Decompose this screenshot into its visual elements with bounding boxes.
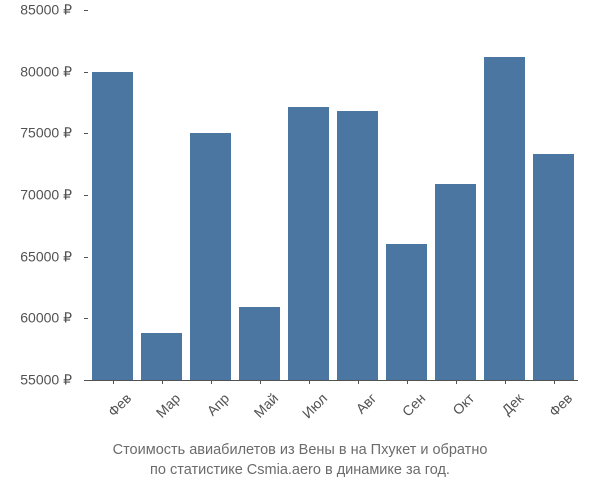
x-axis-label: Фев — [87, 390, 134, 437]
chart-container: 55000 ₽ 60000 ₽ 65000 ₽ 70000 ₽ 75000 ₽ 80000… — [0, 0, 600, 500]
bar — [337, 111, 377, 380]
x-axis-tick — [211, 380, 212, 384]
x-axis-tick — [554, 380, 555, 384]
y-axis-tick — [84, 10, 88, 11]
caption-line1: Стоимость авиабилетов из Вены в на Пхуке… — [113, 442, 488, 458]
x-axis-label: Авг — [332, 390, 379, 437]
y-axis-label: 65000 ₽ — [20, 248, 72, 265]
x-axis-label: Мар — [136, 390, 183, 437]
y-axis-label: 75000 ₽ — [20, 125, 72, 142]
x-axis-tick — [162, 380, 163, 384]
y-axis-tick — [84, 318, 88, 319]
x-axis-tick — [456, 380, 457, 384]
x-axis-label: Июл — [283, 390, 330, 437]
bar — [239, 307, 279, 380]
x-axis-label: Дек — [479, 390, 526, 437]
y-axis-tick — [84, 72, 88, 73]
x-axis-tick — [407, 380, 408, 384]
x-axis-label: Сен — [381, 390, 428, 437]
bar — [484, 57, 524, 380]
x-axis-label: Фев — [528, 390, 575, 437]
x-axis-labels: ФевМарАпрМайИюлАвгСенОктДекФев — [88, 384, 578, 444]
y-axis-label: 70000 ₽ — [20, 187, 72, 204]
bar — [190, 133, 230, 380]
bar — [141, 333, 181, 380]
caption-line2: по статистике Csmia.aero в динамике за г… — [150, 462, 450, 478]
x-axis-tick — [260, 380, 261, 384]
y-axis-labels: 55000 ₽60000 ₽65000 ₽70000 ₽75000 ₽80000… — [0, 10, 80, 380]
bar — [288, 107, 328, 380]
y-axis-label: 85000 ₽ — [20, 2, 72, 19]
y-axis-tick — [84, 133, 88, 134]
plot-area — [88, 10, 578, 380]
bar — [92, 72, 132, 380]
x-axis-label: Май — [234, 390, 281, 437]
bars-group — [88, 10, 578, 380]
x-axis-tick — [113, 380, 114, 384]
y-axis-label: 60000 ₽ — [20, 310, 72, 327]
bar — [386, 244, 426, 380]
chart-caption: Стоимость авиабилетов из Вены в на Пхуке… — [0, 440, 600, 481]
x-axis-tick — [505, 380, 506, 384]
y-axis-tick — [84, 257, 88, 258]
y-axis-label: 80000 ₽ — [20, 63, 72, 80]
y-axis-tick — [84, 195, 88, 196]
bar — [533, 154, 573, 380]
bar — [435, 184, 475, 380]
x-axis-tick — [309, 380, 310, 384]
x-axis-label: Окт — [430, 390, 477, 437]
x-axis-label: Апр — [185, 390, 232, 437]
x-axis-tick — [358, 380, 359, 384]
y-axis-tick — [84, 380, 88, 381]
y-axis-label: 55000 ₽ — [20, 372, 72, 389]
